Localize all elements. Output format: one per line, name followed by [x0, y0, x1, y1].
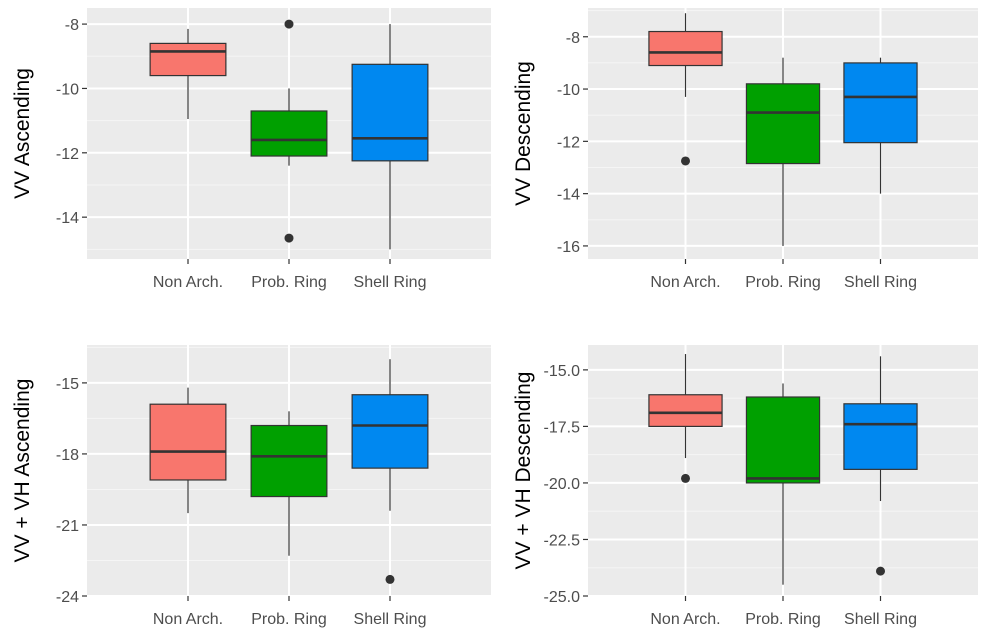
outlier-point-non-arch	[681, 473, 690, 483]
chart-panel-1: -14 -12 -10 -8 Non Arch. Prob. Ring Shell Ring…	[11, 8, 491, 291]
chart-panel-3: -24 -21 -18 -15 Non Arch. Prob. Ring Shell Rin…	[11, 345, 491, 628]
x-tick-label: Non Arch.	[650, 611, 720, 628]
y-axis-title: VV + VH Ascending	[11, 379, 34, 563]
x-tick-label: Non Arch.	[153, 611, 223, 628]
x-tick-label: Non Arch.	[153, 274, 223, 291]
y-tick-label: -22.5	[544, 532, 581, 549]
y-tick-label: -25.0	[544, 589, 581, 606]
y-axis-title: VV + VH Descending	[512, 372, 535, 570]
box-prob-ring	[745, 396, 821, 484]
y-tick-label: -12	[56, 146, 79, 163]
box-prob-ring	[250, 110, 328, 157]
y-tick-label: -14	[56, 210, 79, 227]
y-tick-label: -10	[557, 82, 580, 99]
y-tick-label: -12	[557, 134, 580, 151]
y-tick-label: -18	[56, 447, 79, 464]
x-tick-label: Shell Ring	[844, 611, 917, 628]
outlier-point-non-arch	[681, 156, 690, 166]
box-shell-ring	[351, 394, 429, 469]
y-tick-label: -8	[566, 30, 580, 47]
x-tick-label: Prob. Ring	[745, 611, 821, 628]
outlier-point-prob-ring	[284, 19, 294, 29]
x-tick-label: Shell Ring	[354, 611, 427, 628]
y-tick-label: -8	[65, 17, 79, 34]
y-axis-title: VV Descending	[512, 61, 535, 206]
y-tick-label: -14	[557, 187, 580, 204]
y-tick-label: -24	[56, 589, 79, 606]
box-shell-ring	[843, 403, 918, 470]
chart-panel-4: -25.0 -22.5 -20.0 -17.5 -15.0 Non Arch. Prob. …	[512, 345, 978, 628]
x-tick-label: Non Arch.	[650, 274, 720, 291]
outlier-point-shell-ring	[876, 566, 885, 576]
y-tick-label: -15.0	[544, 363, 581, 380]
y-tick-label: -16	[557, 239, 580, 256]
y-tick-label: -21	[56, 518, 79, 535]
box-non-arch	[648, 394, 723, 428]
box-prob-ring	[745, 83, 821, 165]
x-tick-label: Prob. Ring	[745, 274, 821, 291]
box-non-arch	[149, 42, 227, 77]
chart-panel-2: -16 -14 -12 -10 -8 Non Arch. Prob. Ring Shell R…	[512, 8, 978, 291]
y-tick-label: -17.5	[544, 419, 581, 436]
box-non-arch	[149, 403, 227, 481]
y-axis-title: VV Ascending	[11, 68, 34, 199]
box-shell-ring	[351, 63, 429, 162]
outlier-point-prob-ring	[284, 233, 294, 243]
box-prob-ring	[250, 424, 328, 498]
y-tick-label: -15	[56, 376, 79, 393]
y-tick-label: -10	[56, 81, 79, 98]
x-tick-label: Shell Ring	[354, 274, 427, 291]
y-tick-label: -20.0	[544, 476, 581, 493]
box-shell-ring	[843, 62, 918, 144]
x-tick-label: Prob. Ring	[251, 611, 327, 628]
x-tick-label: Prob. Ring	[251, 274, 327, 291]
outlier-point-shell-ring	[385, 574, 395, 584]
x-tick-label: Shell Ring	[844, 274, 917, 291]
box-non-arch	[648, 30, 723, 67]
